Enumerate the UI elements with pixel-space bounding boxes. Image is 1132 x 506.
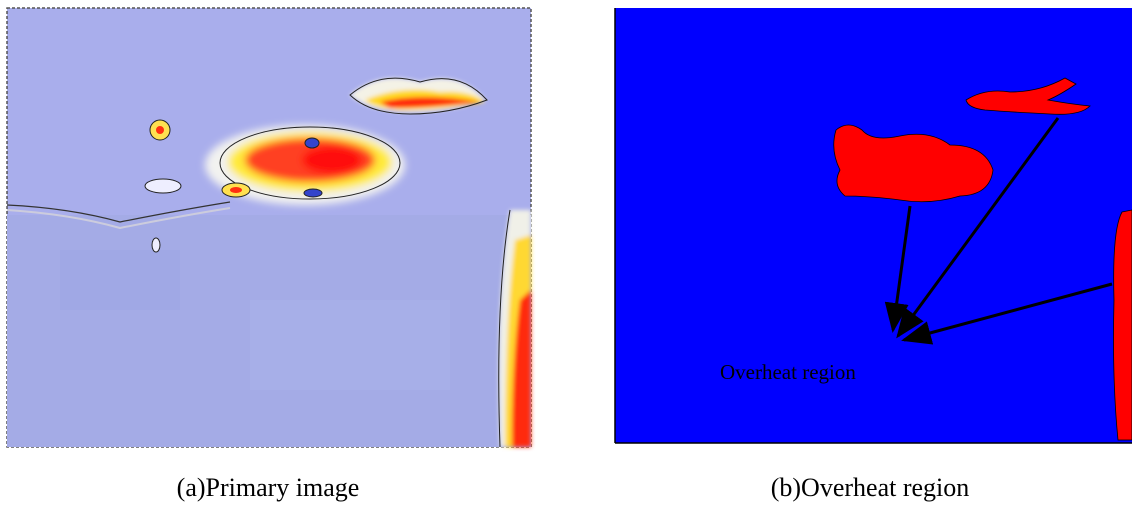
caption: (a)Primary image bbox=[177, 473, 360, 502]
page: Overheat region (a)Primary image (b)Over… bbox=[0, 0, 1132, 506]
primary-image bbox=[7, 8, 531, 447]
caption: (b)Overheat region bbox=[771, 473, 970, 502]
annotation: Overheat region bbox=[720, 360, 856, 384]
figure: Overheat region (a)Primary image (b)Over… bbox=[0, 0, 1132, 506]
overheat-region-image: Overheat region bbox=[615, 8, 1132, 443]
